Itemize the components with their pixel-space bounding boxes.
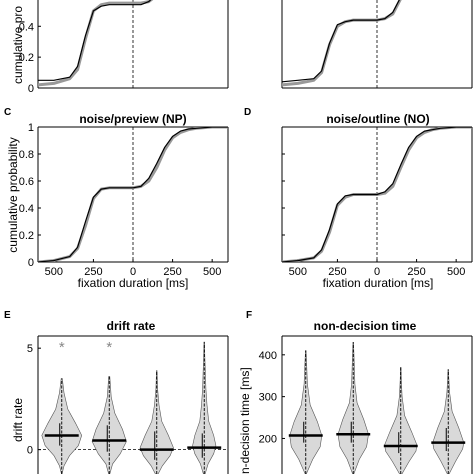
panel-e-ytick-label-1: 5 bbox=[27, 343, 33, 355]
panel-d-title: noise/outline (NO) bbox=[326, 112, 429, 126]
panel-c-xtick-label-3: 250 bbox=[163, 266, 181, 278]
panel-d-xtick-label-4: 500 bbox=[447, 266, 465, 278]
panel-a: 0 0.2 0.4 cumulative pro bbox=[11, 0, 229, 95]
panel-f-plot: 200 300 400 bbox=[259, 335, 473, 474]
panel-c-xtick-label-4: 500 bbox=[203, 266, 221, 278]
panel-a-ytick-label-0: 0 bbox=[28, 83, 34, 95]
panel-a-series-data bbox=[38, 0, 152, 81]
panel-f-violin-0 bbox=[289, 350, 323, 474]
panel-f-violin-2 bbox=[384, 367, 418, 474]
panel-e-star-1: * bbox=[106, 339, 112, 356]
panel-c-xtick-label-1: 250 bbox=[84, 266, 102, 278]
panel-b-series-fit bbox=[282, 0, 402, 87]
panel-c-ytick-label-1: 0.2 bbox=[19, 230, 34, 242]
panel-c-ylabel: cumulative probability bbox=[6, 137, 20, 252]
panel-d-series-data bbox=[282, 127, 472, 262]
panel-c-xtick-label-2: 0 bbox=[130, 266, 136, 278]
panel-a-plot: 0 0.2 0.4 bbox=[19, 0, 229, 95]
panel-a-ytick-label-1: 0.2 bbox=[19, 52, 34, 64]
panel-c-ytick-label-3: 0.6 bbox=[19, 176, 34, 188]
panel-a-ylabel: cumulative pro bbox=[11, 6, 25, 84]
panel-d-letter: D bbox=[244, 107, 251, 118]
panel-e-ylabel: drift rate bbox=[11, 398, 25, 442]
panel-e-star-0: * bbox=[59, 339, 65, 356]
panel-c-letter: C bbox=[4, 107, 11, 118]
panel-c-xlabel: fixation duration [ms] bbox=[78, 276, 189, 290]
panel-c-ytick-label-2: 0.4 bbox=[19, 203, 34, 215]
panel-d-plot: 500 250 0 250 500 bbox=[281, 126, 473, 278]
panel-f-title: non-decision time bbox=[314, 319, 417, 333]
panel-d-xlabel: fixation duration [ms] bbox=[323, 276, 434, 290]
panel-c-title: noise/preview (NP) bbox=[79, 112, 186, 126]
panel-d: D noise/outline (NO) 500 250 0 250 500 fixat… bbox=[244, 107, 473, 290]
panel-d-xtick-label-2: 0 bbox=[374, 266, 380, 278]
panel-e-plot: 0 5 * * bbox=[27, 335, 229, 474]
panel-a-series-fit bbox=[38, 0, 154, 87]
panel-b-plot bbox=[281, 0, 473, 89]
panel-f-ytick-label-0: 200 bbox=[259, 433, 277, 445]
panel-e: E drift rate 0 5 * * drift rate bbox=[4, 310, 229, 474]
panel-a-ytick-label-2: 0.4 bbox=[19, 21, 34, 33]
panel-c: C noise/preview (NP) 0 0.2 0.4 0.6 0.8 1 500 25… bbox=[4, 107, 229, 290]
panel-f-letter: F bbox=[246, 310, 252, 321]
panel-c-ytick-label-0: 0 bbox=[28, 257, 34, 269]
panel-c-ytick-label-4: 0.8 bbox=[19, 149, 34, 161]
panel-c-series-data bbox=[38, 127, 228, 262]
panel-b-series-data bbox=[282, 0, 400, 83]
panel-c-plot: 0 0.2 0.4 0.6 0.8 1 500 250 0 250 500 bbox=[19, 122, 229, 278]
panel-f-ylabel: n-decision time [ms] bbox=[238, 367, 252, 474]
panel-e-title: drift rate bbox=[107, 319, 156, 333]
panel-c-xtick-label-0: 500 bbox=[45, 266, 63, 278]
panel-c-ytick-label-5: 1 bbox=[28, 122, 34, 134]
panel-d-xtick-label-0: 500 bbox=[289, 266, 307, 278]
panel-e-ytick-label-0: 0 bbox=[27, 445, 33, 457]
panel-f-ytick-label-2: 400 bbox=[259, 350, 277, 362]
panel-b bbox=[281, 0, 473, 89]
panel-d-xtick-label-1: 250 bbox=[328, 266, 346, 278]
panel-f-ytick-label-1: 300 bbox=[259, 392, 277, 404]
panel-f: F non-decision time 200 300 400 n-decision… bbox=[238, 310, 473, 474]
panel-e-letter: E bbox=[4, 310, 11, 321]
panel-d-xtick-label-3: 250 bbox=[407, 266, 425, 278]
